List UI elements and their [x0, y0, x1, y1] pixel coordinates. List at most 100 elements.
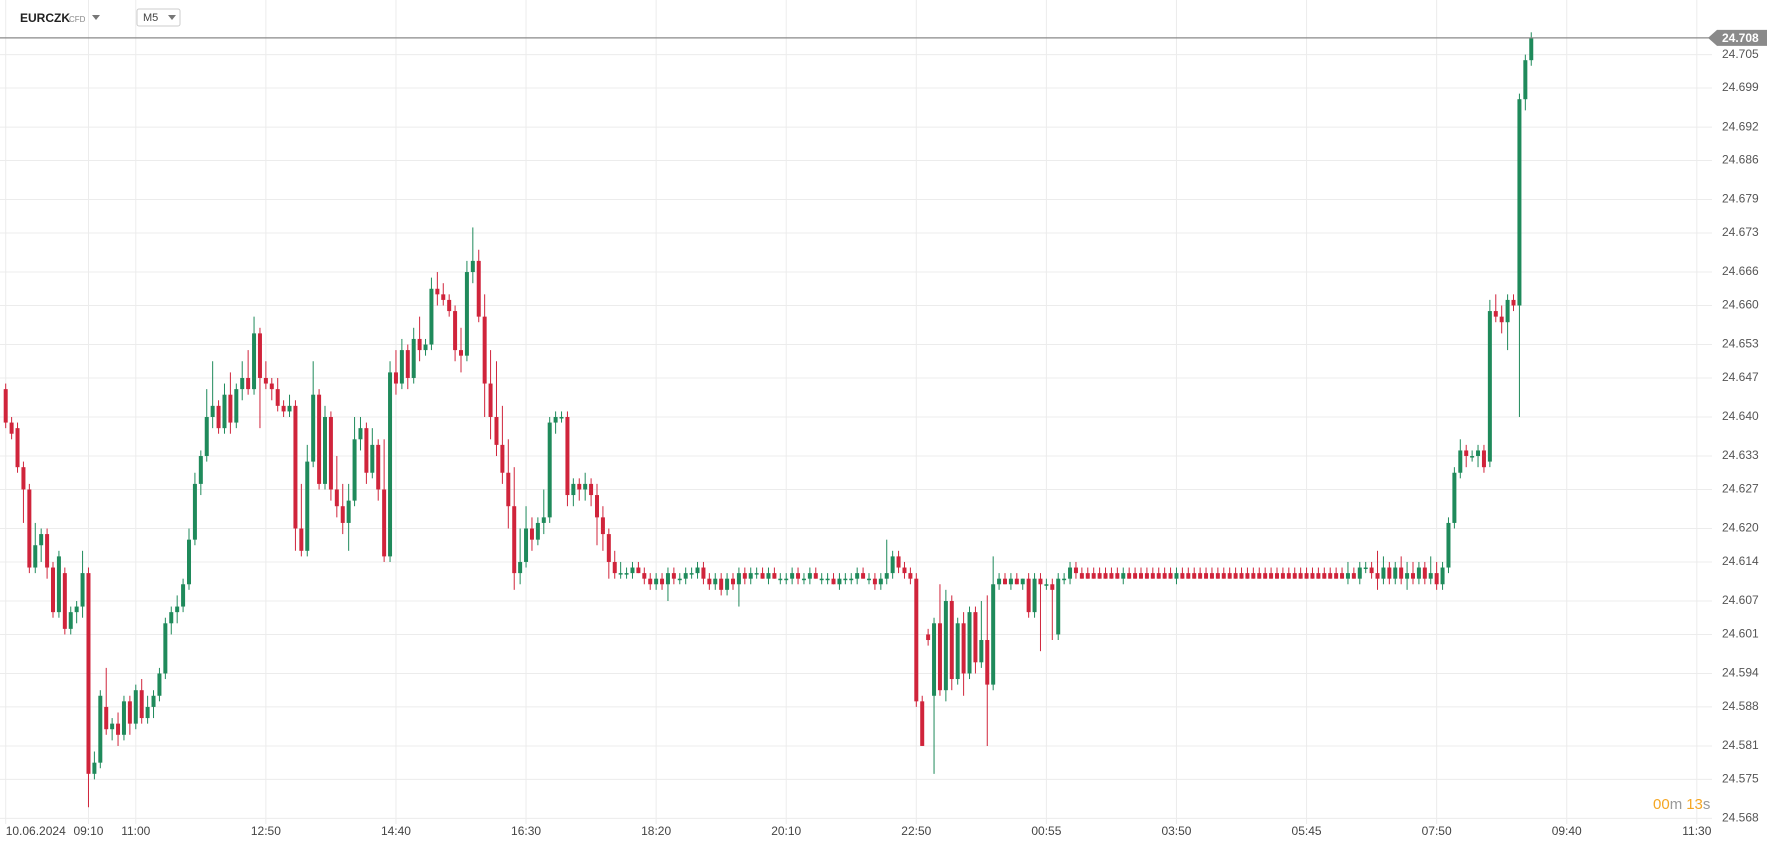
- candle-body: [1257, 573, 1262, 579]
- y-tick-label: 24.679: [1722, 192, 1759, 206]
- candle-body: [589, 483, 594, 496]
- candle-body: [583, 483, 588, 490]
- candle-body: [1121, 573, 1126, 579]
- candle-body: [1511, 299, 1516, 306]
- candle-body: [1422, 567, 1427, 579]
- candle-body: [317, 394, 322, 484]
- candle-body: [334, 489, 339, 507]
- candle-body: [736, 573, 741, 585]
- candle-body: [1529, 37, 1534, 61]
- y-tick-label: 24.614: [1722, 554, 1759, 568]
- candle-body: [1274, 573, 1279, 579]
- candle-body: [1470, 456, 1475, 458]
- candle-body: [1487, 311, 1492, 462]
- y-tick-label: 24.575: [1722, 772, 1759, 786]
- candle-body: [1523, 60, 1528, 100]
- y-tick-label: 24.588: [1722, 699, 1759, 713]
- candle-body: [328, 416, 333, 490]
- timer-seconds: 13: [1686, 796, 1703, 813]
- candle-body: [541, 517, 546, 523]
- candle-body: [600, 517, 605, 535]
- candle-body: [121, 701, 126, 735]
- candle-body: [393, 372, 398, 384]
- candle-body: [447, 299, 452, 312]
- candle-body: [671, 573, 676, 579]
- candle-body: [967, 612, 972, 674]
- symbol-dropdown[interactable]: [92, 15, 100, 20]
- candle-body: [92, 762, 97, 774]
- candle-body: [559, 416, 564, 419]
- candle-body: [169, 612, 174, 624]
- timeframe-dropdown[interactable]: [168, 15, 176, 20]
- candle-body: [340, 506, 345, 523]
- candle-body: [1020, 578, 1025, 585]
- candle-body: [701, 567, 706, 579]
- candle-body: [825, 578, 830, 581]
- candle-body: [949, 600, 954, 680]
- candle-body: [1068, 567, 1073, 579]
- y-tick-label: 24.660: [1722, 298, 1759, 312]
- timeframe[interactable]: M5: [143, 12, 158, 24]
- candle-body: [524, 528, 529, 562]
- candle-body: [86, 573, 91, 774]
- candle-body: [98, 695, 103, 763]
- candle-body: [973, 612, 978, 663]
- y-tick-label: 24.692: [1722, 119, 1759, 133]
- candle-body: [518, 561, 523, 574]
- candle-body: [1174, 573, 1179, 579]
- candle-body: [813, 573, 818, 579]
- candle-body: [1062, 578, 1067, 581]
- candle-body: [1245, 573, 1250, 579]
- candle-body: [1316, 573, 1321, 579]
- x-tick-label: 18:20: [641, 824, 671, 838]
- x-tick-label: 03:50: [1161, 824, 1191, 838]
- candle-body: [742, 573, 747, 579]
- symbol[interactable]: EURCZK: [20, 11, 70, 25]
- x-tick-label: 07:50: [1422, 824, 1452, 838]
- candle-body: [878, 578, 883, 585]
- y-tick-label: 24.653: [1722, 337, 1759, 351]
- candle-body: [1334, 573, 1339, 579]
- candle-body: [311, 394, 316, 462]
- candle-body: [1505, 299, 1510, 323]
- candle-body: [1363, 567, 1368, 570]
- candle-body: [1227, 573, 1232, 579]
- candle-body: [1322, 573, 1327, 579]
- candle-body: [937, 623, 942, 691]
- candle-body: [464, 272, 469, 356]
- timer: 00m 13s: [1653, 796, 1710, 813]
- x-tick-label: 16:30: [511, 824, 541, 838]
- candle-body: [293, 405, 298, 529]
- candle-body: [1056, 578, 1061, 635]
- y-tick-label: 24.594: [1722, 666, 1759, 680]
- candle-body: [56, 556, 61, 613]
- candle-body: [1026, 578, 1031, 613]
- x-tick-label: 05:45: [1292, 824, 1322, 838]
- candle-body: [1209, 573, 1214, 579]
- candle-body: [145, 706, 150, 719]
- candle-body: [187, 539, 192, 585]
- candle-body: [1079, 573, 1084, 579]
- candle-body: [553, 416, 558, 423]
- candle-body: [1133, 573, 1138, 579]
- candle-body: [1351, 573, 1356, 579]
- candle-body: [642, 573, 647, 579]
- candle-body: [33, 545, 38, 568]
- candle-body: [1280, 573, 1285, 579]
- candle-body: [1369, 567, 1374, 574]
- candle-body: [1499, 316, 1504, 323]
- candle-body: [1292, 573, 1297, 579]
- candle-body: [1381, 567, 1386, 579]
- candle-body: [618, 573, 623, 575]
- candle-body: [192, 483, 197, 540]
- candle-body: [979, 640, 984, 663]
- last-price-tag: [1708, 29, 1767, 46]
- candle-body: [305, 461, 310, 551]
- candle-body: [1215, 573, 1220, 579]
- candle-body: [1091, 573, 1096, 579]
- y-tick-label: 24.581: [1722, 738, 1759, 752]
- candle-body: [707, 578, 712, 585]
- candle-body: [1192, 573, 1197, 579]
- candle-body: [748, 573, 753, 579]
- timeframe-box[interactable]: [136, 8, 181, 27]
